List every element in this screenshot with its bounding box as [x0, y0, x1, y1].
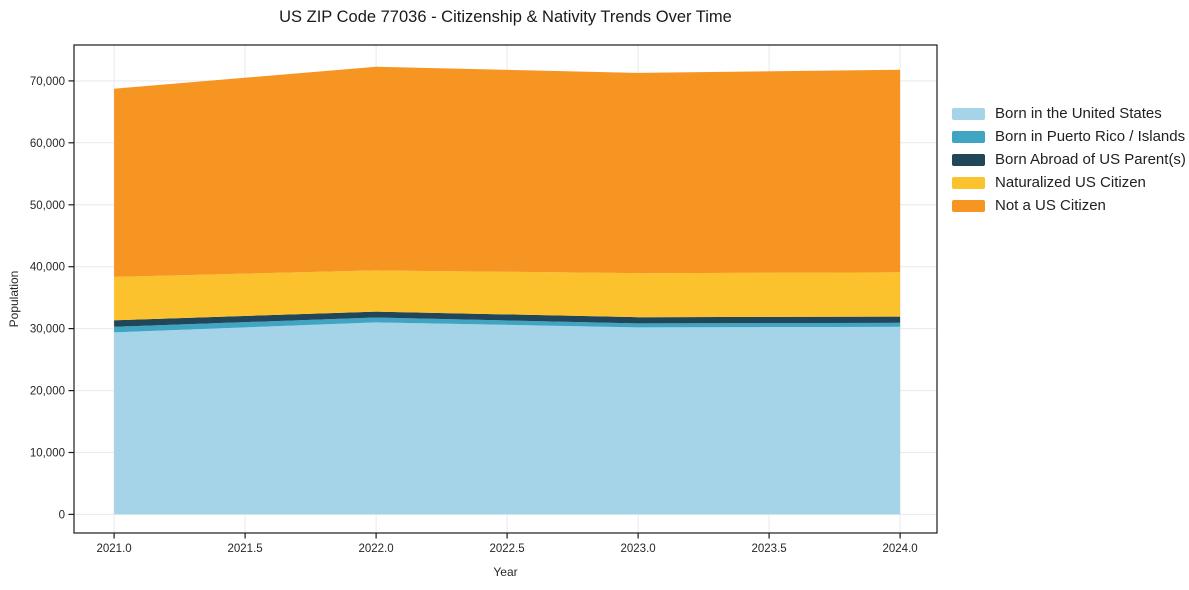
y-axis-label: Population: [7, 270, 21, 328]
area-series: [114, 317, 901, 333]
y-tick-label: 70,000: [30, 76, 65, 88]
chart-title: US ZIP Code 77036 - Citizenship & Nativi…: [279, 8, 732, 26]
x-tick-label: 2022.0: [359, 543, 394, 555]
legend-swatch-icon: [952, 107, 985, 120]
y-tick-label: 50,000: [30, 200, 65, 212]
legend-label: Not a US Citizen: [995, 197, 1106, 214]
area-series: [114, 311, 901, 327]
plot-frame: [73, 44, 938, 534]
y-tick-label: 20,000: [30, 386, 65, 398]
legend: Born in the United States Born in Puerto …: [952, 102, 1186, 217]
x-tick-label: 2024.0: [883, 543, 918, 555]
legend-swatch-icon: [952, 130, 985, 143]
legend-swatch-icon: [952, 199, 985, 212]
legend-label: Naturalized US Citizen: [995, 174, 1146, 191]
legend-label: Born in Puerto Rico / Islands: [995, 128, 1186, 145]
legend-item: Born in the United States: [952, 102, 1186, 125]
y-tick-label: 0: [59, 509, 65, 521]
x-axis-label: Year: [493, 565, 518, 579]
y-tick-label: 40,000: [30, 262, 65, 274]
y-tick-label: 30,000: [30, 324, 65, 336]
legend-label: Born in the United States: [995, 105, 1162, 122]
x-tick-label: 2023.5: [752, 543, 787, 555]
legend-item: Naturalized US Citizen: [952, 171, 1186, 194]
legend-item: Not a US Citizen: [952, 194, 1186, 217]
y-tick-label: 10,000: [30, 448, 65, 460]
area-series: [114, 270, 901, 321]
x-tick-label: 2021.0: [97, 543, 132, 555]
legend-swatch-icon: [952, 176, 985, 189]
legend-swatch-icon: [952, 153, 985, 166]
y-tick-label: 60,000: [30, 138, 65, 150]
legend-label: Born Abroad of US Parent(s): [995, 151, 1186, 168]
legend-item: Born Abroad of US Parent(s): [952, 148, 1186, 171]
x-tick-label: 2023.0: [621, 543, 656, 555]
area-series: [114, 66, 901, 277]
x-tick-label: 2021.5: [228, 543, 263, 555]
x-tick-label: 2022.5: [490, 543, 525, 555]
legend-item: Born in Puerto Rico / Islands: [952, 125, 1186, 148]
area-series: [114, 322, 901, 515]
